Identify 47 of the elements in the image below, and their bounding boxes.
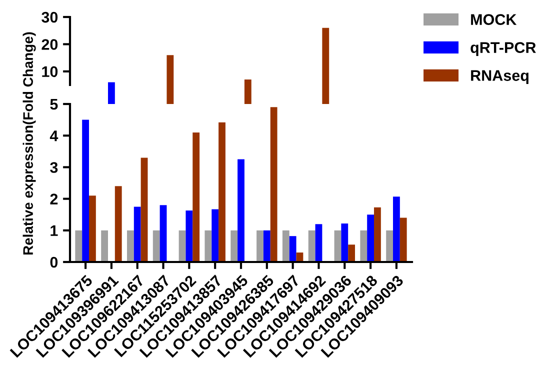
bar (334, 230, 342, 262)
bar (308, 230, 316, 262)
y-tick-label: 1 (50, 225, 58, 236)
bar (360, 230, 368, 262)
bar (212, 209, 219, 262)
bar (367, 214, 374, 262)
bar (289, 236, 296, 262)
bar (270, 107, 278, 262)
bar (127, 230, 134, 262)
legend-label: MOCK (471, 14, 517, 25)
bar (192, 132, 200, 262)
legend-label: qRT-PCR (470, 42, 536, 56)
bar (386, 230, 393, 262)
y-tick-label: 30 (42, 12, 58, 23)
bar (348, 244, 355, 262)
bar (140, 158, 148, 262)
bar (160, 205, 167, 262)
y-tick-label: 2 (50, 194, 58, 204)
bar (204, 230, 212, 262)
bar (178, 230, 186, 262)
y-axis-title: Relative expression(Fold Change) (22, 32, 36, 254)
y-tick-label: 3 (50, 162, 58, 173)
y-tick-label: 20 (42, 39, 58, 50)
y-tick-label: 5 (50, 99, 58, 110)
bar (238, 159, 244, 262)
y-tick-label: 10 (42, 66, 58, 78)
bar (315, 224, 322, 262)
bar (114, 186, 122, 262)
legend-label: RNAseq (471, 70, 528, 84)
bar (89, 196, 96, 262)
bar (263, 230, 270, 262)
y-tick-label: 0 (50, 256, 58, 268)
bar (218, 122, 226, 262)
bar (256, 230, 264, 262)
bar (230, 230, 238, 262)
bar (152, 230, 160, 262)
bar (393, 196, 400, 262)
bar (282, 230, 290, 262)
bar (101, 230, 108, 262)
bar (400, 218, 407, 262)
bar (75, 230, 82, 262)
bar (134, 206, 141, 262)
bar (341, 223, 348, 262)
bar (186, 210, 193, 262)
bar (374, 207, 381, 262)
y-tick-label: 4 (50, 130, 58, 142)
bar (82, 120, 89, 262)
